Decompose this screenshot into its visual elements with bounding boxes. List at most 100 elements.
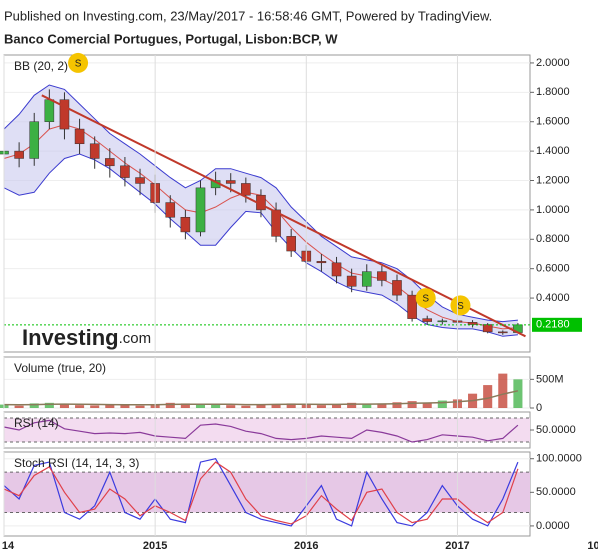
volume-bar	[483, 385, 493, 408]
volume-bar	[392, 402, 402, 408]
volume-bar	[90, 405, 100, 408]
logo: Investing.com	[22, 325, 151, 350]
volume-bar	[498, 373, 508, 408]
y-tick-label: 50.0000	[536, 424, 576, 436]
last-price-box	[532, 317, 582, 332]
logo-suffix: .com	[119, 330, 152, 347]
signal-label: S	[457, 301, 464, 312]
y-tick-label: 2.0000	[536, 57, 570, 69]
candle-body	[331, 262, 342, 277]
candle-body	[361, 271, 372, 287]
candle-body	[286, 236, 296, 252]
y-tick-label: 0.4000	[536, 292, 570, 304]
volume-bar	[105, 404, 115, 408]
volume-bar	[59, 403, 69, 408]
signal-marker	[450, 295, 471, 316]
candle-body	[316, 261, 327, 264]
signal-marker	[68, 52, 89, 73]
volume-bar	[331, 403, 342, 408]
volume-bar	[44, 402, 54, 408]
panel-legend: RSI (14)	[14, 416, 59, 430]
volume-bar	[377, 403, 387, 408]
candle-body	[135, 177, 145, 184]
logo-name: Investing	[22, 325, 119, 350]
x-tick-label: 2017	[445, 540, 469, 552]
candle-body	[59, 99, 70, 130]
y-tick-label: 1.2000	[536, 174, 570, 186]
y-tick-label: 0.6000	[536, 263, 570, 275]
y-tick-label: 50.0000	[536, 486, 576, 498]
y-tick-label: 100.0000	[536, 453, 582, 465]
candle-body	[392, 280, 402, 296]
last-price-label: 0.2180	[536, 319, 570, 331]
signal-label: S	[75, 59, 82, 70]
volume-bar	[256, 404, 266, 408]
candle-body	[89, 143, 100, 159]
candle-body	[180, 216, 191, 233]
candle-body	[225, 180, 236, 184]
trend-line	[41, 94, 526, 338]
candle-body	[407, 294, 417, 319]
candle-body	[14, 150, 24, 159]
plots: 0.4000 0.6000 0.8000 1.0000 1.2000 1.4000 1.60…	[0, 52, 598, 552]
panel-legend: BB (20, 2)	[14, 59, 68, 73]
volume-bar	[316, 405, 326, 408]
y-tick-label: 0.0000	[536, 520, 570, 532]
volume-bar	[241, 405, 251, 408]
candle-body	[195, 187, 206, 233]
candle-body	[422, 318, 433, 322]
candle-body	[74, 128, 85, 145]
volume-bar	[135, 405, 145, 408]
volume-bar	[165, 402, 175, 408]
candle-body	[377, 271, 387, 281]
volume-bar	[211, 403, 221, 408]
volume-bar	[347, 402, 357, 408]
volume-bar	[75, 405, 85, 408]
candle-body	[165, 202, 176, 218]
x-tick-label: 14	[2, 540, 15, 552]
volume-bar	[437, 400, 447, 408]
candle-body	[437, 320, 448, 323]
volume-bar	[362, 404, 372, 408]
x-tick-label: 2015	[143, 540, 167, 552]
y-tick-label: 1.6000	[536, 116, 570, 128]
volume-bar	[513, 379, 523, 408]
y-tick-label: 1.8000	[536, 86, 570, 98]
signal-label: S	[422, 294, 429, 305]
x-tick-label: 10	[587, 540, 598, 552]
panel-legend: Stoch RSI (14, 14, 3, 3)	[14, 456, 139, 470]
volume-bar	[422, 402, 432, 408]
published-note: Published on Investing.com, 23/May/2017 …	[4, 8, 492, 23]
candle-body	[498, 331, 508, 334]
y-tick-label: 500M	[536, 373, 564, 385]
volume-bar	[271, 403, 281, 408]
y-tick-label: 1.0000	[536, 204, 570, 216]
x-tick-label: 2016	[294, 540, 318, 552]
volume-bar	[226, 405, 236, 408]
indicator-line	[3, 419, 519, 443]
band	[4, 472, 530, 513]
volume-bar	[180, 403, 190, 408]
candle-body	[241, 183, 251, 196]
candle-body	[29, 121, 40, 159]
volume-bar	[29, 403, 39, 408]
candle-body	[271, 209, 281, 237]
candle-body	[120, 165, 130, 178]
volume-bar	[195, 404, 206, 408]
y-tick-label: 1.4000	[536, 145, 570, 157]
indicator-line	[3, 461, 519, 525]
volume-bar	[14, 405, 24, 408]
y-tick-label: 0.8000	[536, 233, 570, 245]
candle-body	[105, 158, 115, 167]
candle-body	[467, 322, 478, 325]
signal-marker	[415, 288, 436, 309]
volume-bar	[120, 404, 130, 408]
panel-legend: Volume (true, 20)	[14, 361, 106, 375]
chart-title: Banco Comercial Portugues, Portugal, Lis…	[4, 31, 338, 46]
y-tick-label: 0	[536, 402, 542, 414]
band	[4, 418, 530, 442]
volume-bar	[286, 403, 296, 408]
candle-body	[482, 324, 493, 333]
volume-ma	[3, 390, 519, 406]
